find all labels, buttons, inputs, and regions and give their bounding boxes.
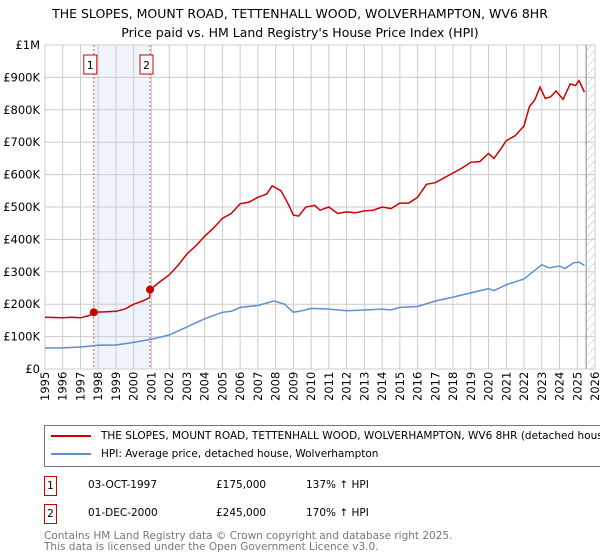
footer: Contains HM Land Registry data © Crown c…: [44, 531, 452, 553]
x-tick-label: 2018: [446, 372, 460, 401]
y-tick-label: £600K: [3, 168, 40, 182]
x-tick-label: 2021: [499, 372, 513, 401]
x-tick-label: 2002: [162, 372, 176, 401]
x-tick-label: 1999: [109, 372, 123, 401]
x-tick-label: 1998: [91, 372, 105, 401]
subtitle-line: Price paid vs. HM Land Registry's House …: [121, 25, 479, 40]
y-tick-label: £0: [25, 362, 40, 376]
sale-row: 2 01-DEC-2000 £245,000 170% ↑ HPI: [44, 504, 544, 524]
x-tick-label: 2025: [570, 372, 584, 401]
sale-label: 1: [87, 59, 94, 72]
sale-price: £175,000: [216, 479, 267, 491]
x-tick-label: 2019: [464, 372, 478, 401]
sale-point: [146, 285, 155, 294]
x-tick-label: 2005: [215, 372, 229, 401]
x-tick-label: 2000: [127, 372, 141, 401]
sale-price: £245,000: [216, 507, 267, 519]
x-tick-label: 2013: [357, 372, 371, 401]
sale-badge: 2: [44, 504, 57, 524]
sale-date: 03-OCT-1997: [88, 479, 157, 491]
x-tick-label: 2007: [251, 372, 265, 401]
legend-label: HPI: Average price, detached house, Wolv…: [101, 448, 379, 460]
legend-item-property: THE SLOPES, MOUNT ROAD, TETTENHALL WOOD,…: [51, 430, 600, 442]
red-line-swatch: [51, 435, 91, 437]
x-tick-label: 2015: [393, 372, 407, 401]
x-tick-label: 2008: [269, 372, 283, 401]
y-tick-label: £200K: [3, 297, 40, 311]
sale-row: 1 03-OCT-1997 £175,000 137% ↑ HPI: [44, 476, 544, 496]
x-tick-label: 2009: [286, 372, 300, 401]
hpi-series-line: [45, 261, 585, 349]
x-tick-label: 1996: [56, 372, 70, 401]
sale-label-box: [83, 54, 98, 75]
y-tick-label: £900K: [3, 70, 40, 84]
x-tick-label: 2011: [322, 372, 336, 401]
x-tick-label: 2014: [375, 372, 389, 401]
y-tick-label: £700K: [3, 135, 40, 149]
x-tick-label: 1997: [73, 372, 87, 401]
sale-hpi: 137% ↑ HPI: [306, 479, 369, 491]
x-tick-label: 2010: [304, 372, 318, 401]
x-tick-label: 2001: [144, 372, 158, 401]
x-tick-label: 2026: [588, 372, 600, 401]
sale-badge: 1: [44, 476, 57, 496]
footer-line: This data is licensed under the Open Gov…: [44, 541, 379, 553]
footer-line: Contains HM Land Registry data © Crown c…: [44, 530, 453, 542]
sale-point: [89, 308, 98, 317]
legend-label: THE SLOPES, MOUNT ROAD, TETTENHALL WOOD,…: [101, 430, 600, 442]
y-tick-label: £500K: [3, 200, 40, 214]
x-tick-label: 2024: [553, 372, 567, 401]
title-line: THE SLOPES, MOUNT ROAD, TETTENHALL WOOD,…: [52, 6, 548, 21]
blue-line-swatch: [51, 453, 91, 455]
chart-title: THE SLOPES, MOUNT ROAD, TETTENHALL WOOD,…: [0, 4, 600, 42]
y-tick-label: £100K: [3, 330, 40, 344]
x-tick-label: 2016: [411, 372, 425, 401]
sale-label: 2: [143, 59, 150, 72]
plot-frame: [44, 44, 596, 370]
y-tick-label: £1M: [15, 38, 40, 52]
y-tick-label: £300K: [3, 265, 40, 279]
y-tick-label: £400K: [3, 232, 40, 246]
x-tick-label: 2022: [517, 372, 531, 401]
x-tick-label: 2017: [428, 372, 442, 401]
legend-item-hpi: HPI: Average price, detached house, Wolv…: [51, 448, 378, 460]
price-chart: 1995 1996 1997 1998 1999 2000 2001 2002 2003 2004…: [3, 38, 600, 401]
x-tick-label: 2006: [233, 372, 247, 401]
x-tick-label: 1995: [38, 372, 52, 401]
y-tick-label: £800K: [3, 103, 40, 117]
x-tick-label: 2023: [535, 372, 549, 401]
x-tick-label: 2012: [340, 372, 354, 401]
sale-date: 01-DEC-2000: [88, 507, 158, 519]
x-tick-label: 2020: [482, 372, 496, 401]
x-tick-label: 2003: [180, 372, 194, 401]
x-tick-label: 2004: [198, 372, 212, 401]
sale-label-box: [139, 54, 154, 75]
legend: THE SLOPES, MOUNT ROAD, TETTENHALL WOOD,…: [44, 425, 600, 467]
sale-hpi: 170% ↑ HPI: [306, 507, 369, 519]
